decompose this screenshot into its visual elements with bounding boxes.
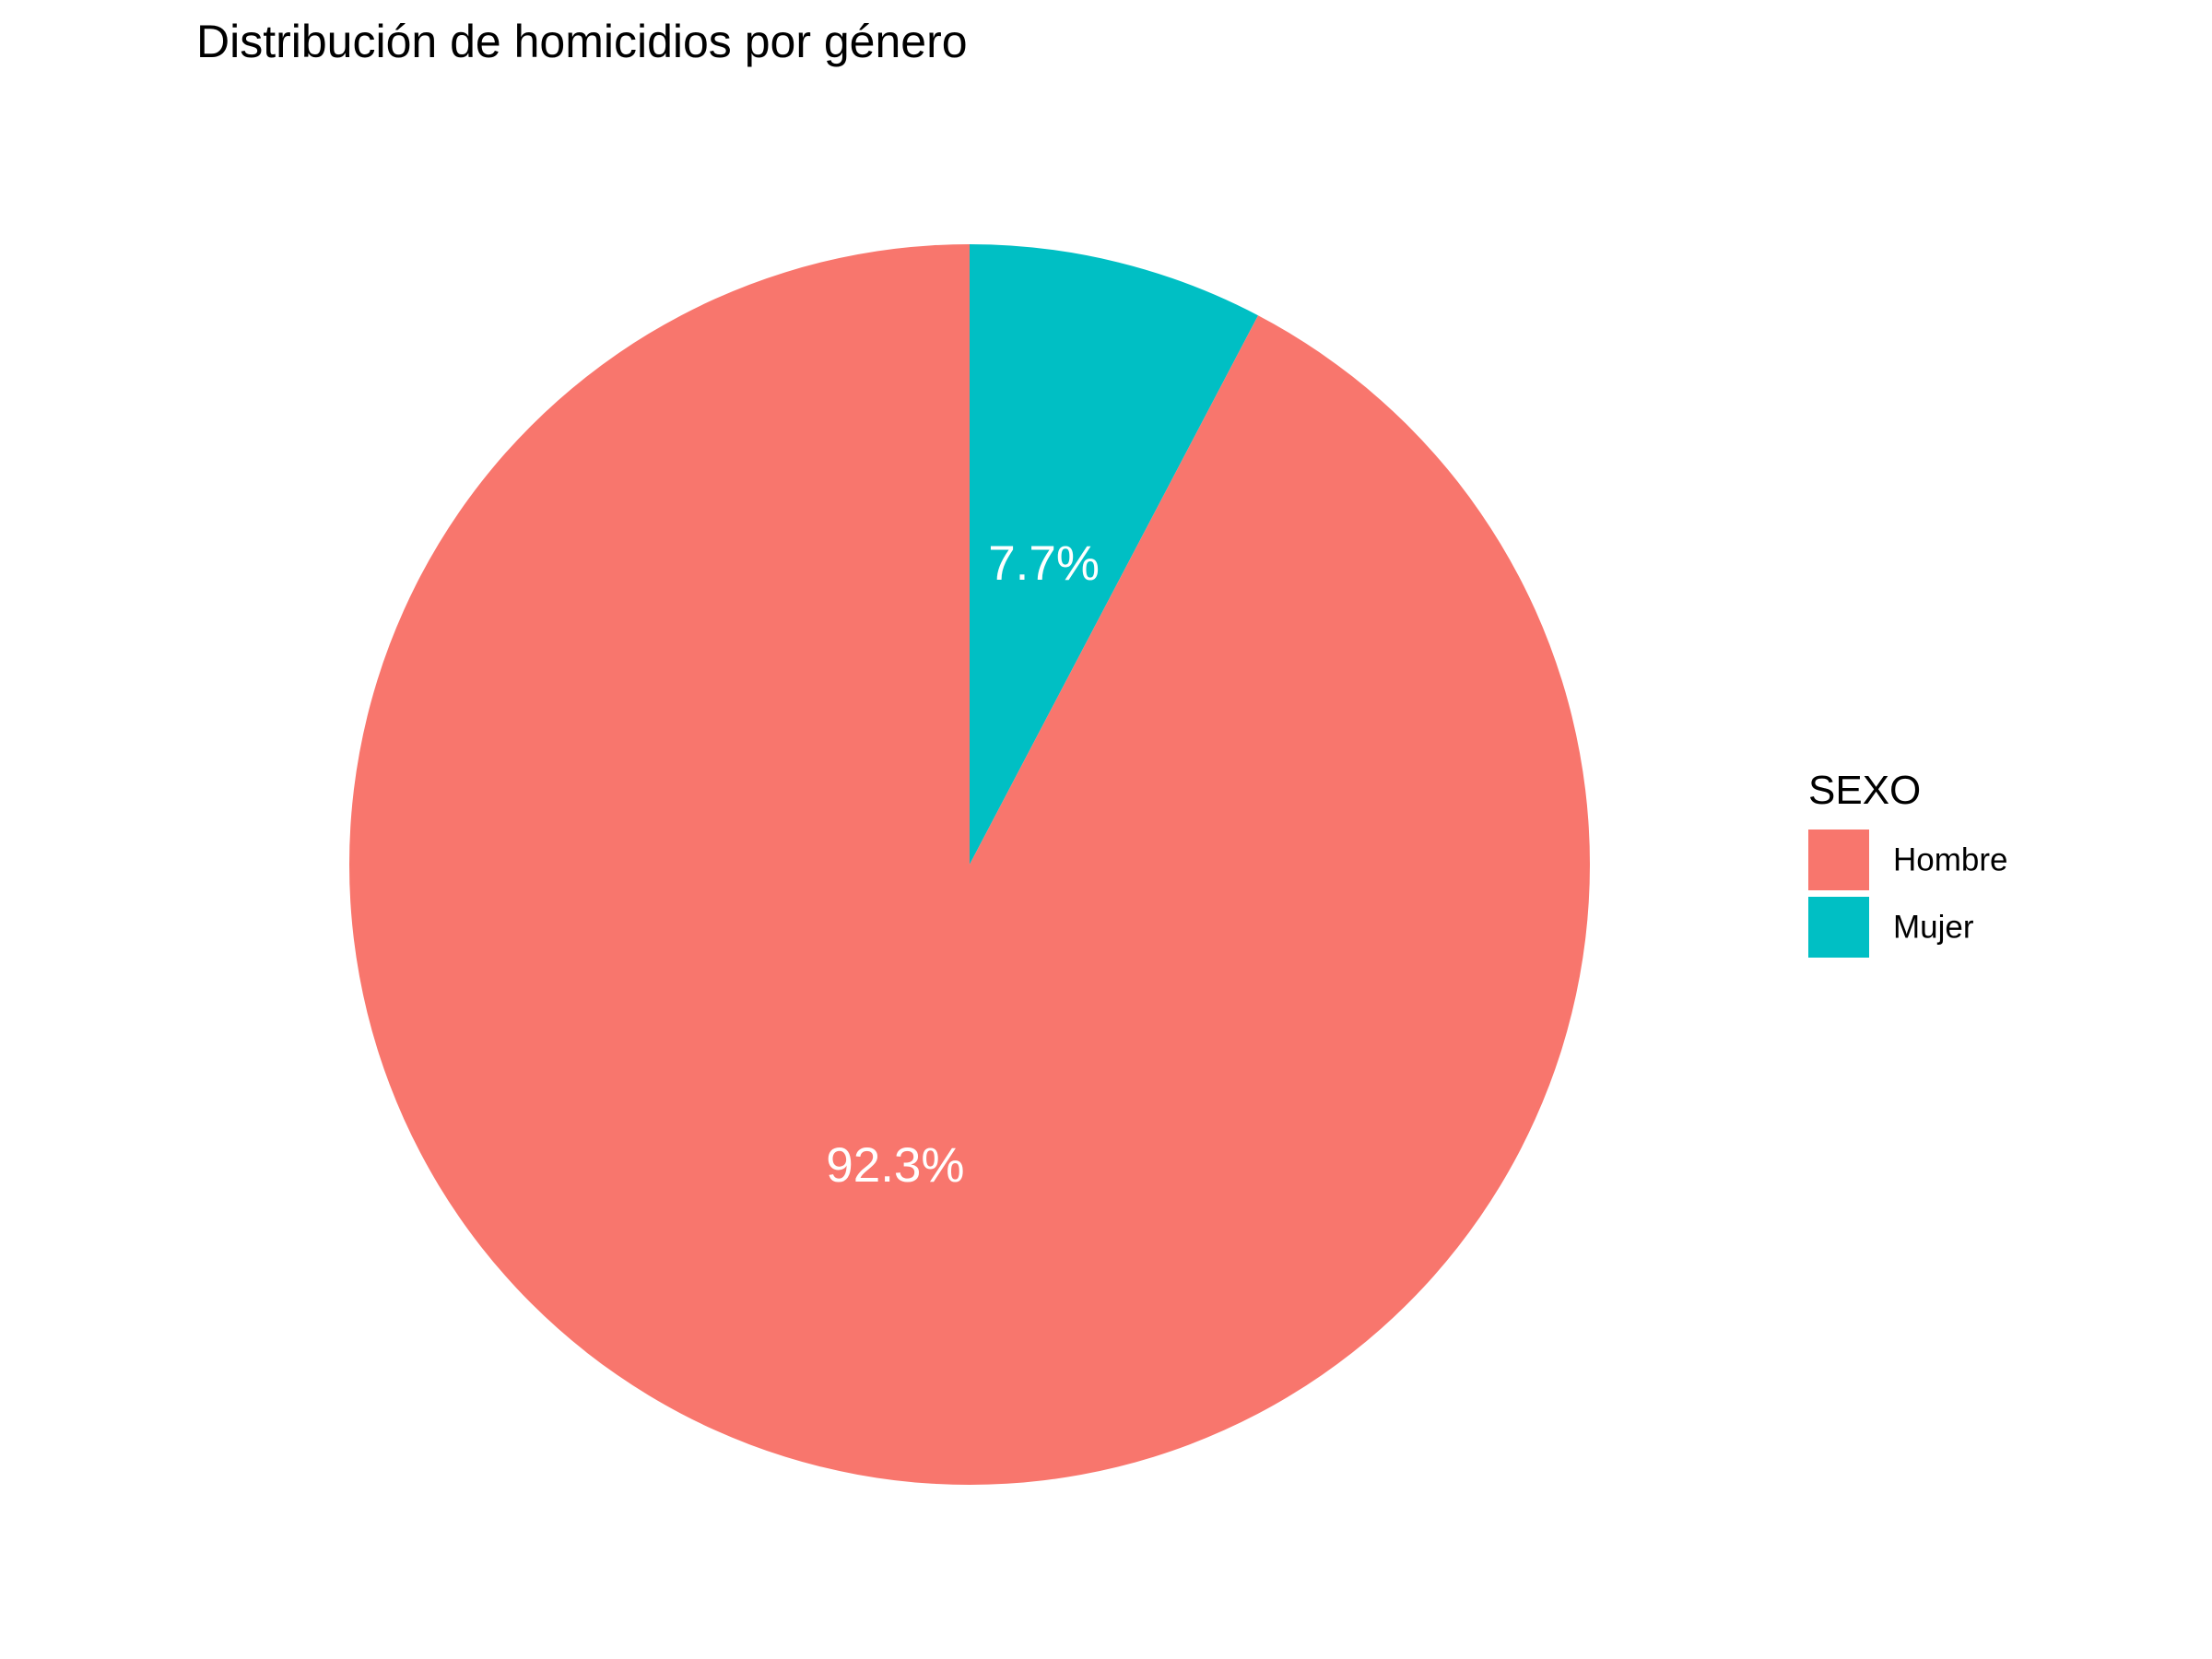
legend-title: SEXO (1808, 768, 1921, 813)
pie-slice-mujer (970, 244, 1259, 865)
pie-slices (348, 244, 1591, 1485)
legend: SEXO Hombre Mujer (1808, 768, 2007, 958)
legend-key-hombre (1808, 830, 1869, 890)
chart-title: Distribución de homicidios por género (196, 16, 968, 67)
legend-key-mujer (1808, 897, 1869, 958)
legend-label-hombre: Hombre (1893, 842, 2007, 878)
pie-slice-hombre (348, 244, 1591, 1485)
slice-label-hombre: 92.3% (826, 1138, 964, 1193)
slice-label-mujer: 7.7% (988, 536, 1100, 591)
legend-items: Hombre Mujer (1808, 830, 2007, 958)
legend-label-mujer: Mujer (1893, 910, 1974, 946)
pie-slice-labels: 7.7% 92.3% (826, 536, 1100, 1193)
